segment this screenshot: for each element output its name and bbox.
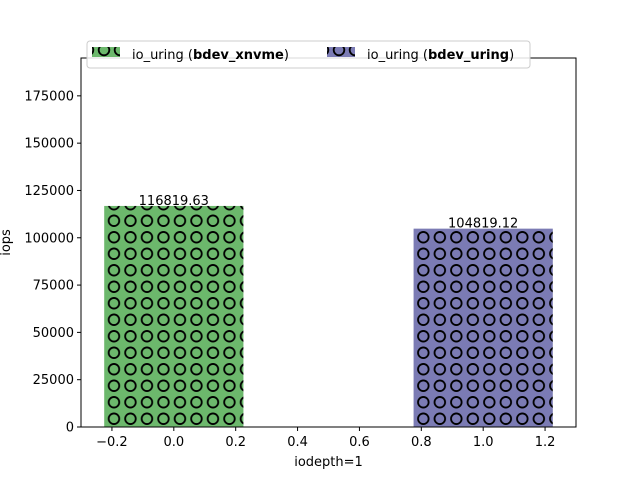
legend-label: io_uring (bdev_xnvme) (132, 48, 289, 63)
bar-value-label: 116819.63 (139, 194, 209, 209)
x-tick-label: 1.0 (473, 435, 494, 450)
x-tick-label: 0.8 (411, 435, 432, 450)
x-axis-ticks: −0.2 0.0 0.2 0.4 0.6 0.8 1.0 1.2 (96, 427, 555, 450)
bar-value-label: 104819.12 (448, 217, 518, 232)
x-tick-label: 0.0 (163, 435, 184, 450)
y-tick-label: 125000 (24, 184, 74, 199)
bar-bdev-xnvme (104, 205, 244, 427)
y-tick-label: 75000 (33, 279, 74, 294)
legend-label: io_uring (bdev_uring) (367, 48, 514, 63)
legend: io_uring (bdev_xnvme) io_uring (bdev_urin… (86, 40, 531, 69)
x-tick-label: 0.2 (225, 435, 246, 450)
y-tick-label: 50000 (33, 326, 74, 341)
y-axis-label: iops (0, 229, 14, 256)
x-tick-label: 1.2 (535, 435, 556, 450)
legend-swatch (92, 47, 120, 57)
x-tick-label: 0.4 (287, 435, 308, 450)
bar-bdev-uring (413, 228, 553, 427)
x-axis-label: iodepth=1 (294, 455, 363, 470)
y-tick-label: 175000 (24, 89, 74, 104)
bar-value-labels: 116819.63 104819.12 (139, 194, 519, 232)
y-axis-ticks: 0 25000 50000 75000 100000 125000 150000 175000 (24, 89, 81, 436)
y-tick-label: 25000 (33, 373, 74, 388)
x-tick-label: −0.2 (96, 435, 128, 450)
bars-group (104, 205, 553, 427)
x-tick-label: 0.6 (349, 435, 370, 450)
y-tick-label: 0 (66, 421, 74, 436)
y-tick-label: 150000 (24, 137, 74, 152)
legend-box (86, 40, 531, 69)
legend-swatch (327, 47, 355, 57)
y-tick-label: 100000 (24, 231, 74, 246)
